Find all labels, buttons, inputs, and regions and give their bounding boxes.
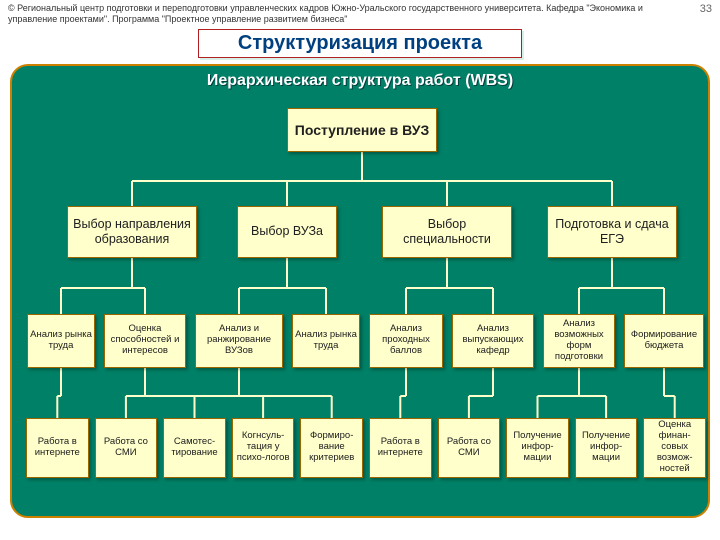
wbs-l3-2: Самотес-тирование [163,418,226,478]
wbs-l2-6: Анализ возможных форм подготовки [543,314,615,368]
wbs-l3-8: Получение инфор-мации [575,418,638,478]
wbs-root: Поступление в ВУЗ [287,108,437,152]
wbs-l3-6: Работа со СМИ [438,418,501,478]
wbs-l1-2: Выбор специальности [382,206,512,258]
wbs-l1-0: Выбор направления образования [67,206,197,258]
wbs-l3-4: Формиро-вание критериев [300,418,363,478]
wbs-l3-9: Оценка финан-совых возмож-ностей [643,418,706,478]
wbs-l3-5: Работа в интернете [369,418,432,478]
slide-title: Структуризация проекта [198,29,522,58]
wbs-l3-0: Работа в интернете [26,418,89,478]
wbs-l3-7: Получение инфор-мации [506,418,569,478]
wbs-l2-1: Оценка способностей и интересов [104,314,186,368]
wbs-panel: Иерархическая структура работ (WBS) Пост… [10,64,710,518]
wbs-l3-1: Работа со СМИ [95,418,158,478]
wbs-l2-4: Анализ проходных баллов [369,314,443,368]
wbs-l1-3: Подготовка и сдача ЕГЭ [547,206,677,258]
wbs-l2-3: Анализ рынка труда [292,314,360,368]
wbs-l2-0: Анализ рынка труда [27,314,95,368]
page-number: 33 [700,3,712,15]
copyright-text: © Региональный центр подготовки и перепо… [8,3,658,25]
wbs-l2-5: Анализ выпускающих кафедр [452,314,534,368]
wbs-l3-3: Когнсуль-тация у психо-логов [232,418,295,478]
wbs-l2-7: Формирование бюджета [624,314,704,368]
wbs-l1-1: Выбор ВУЗа [237,206,337,258]
wbs-l2-2: Анализ и ранжирование ВУЗов [195,314,283,368]
